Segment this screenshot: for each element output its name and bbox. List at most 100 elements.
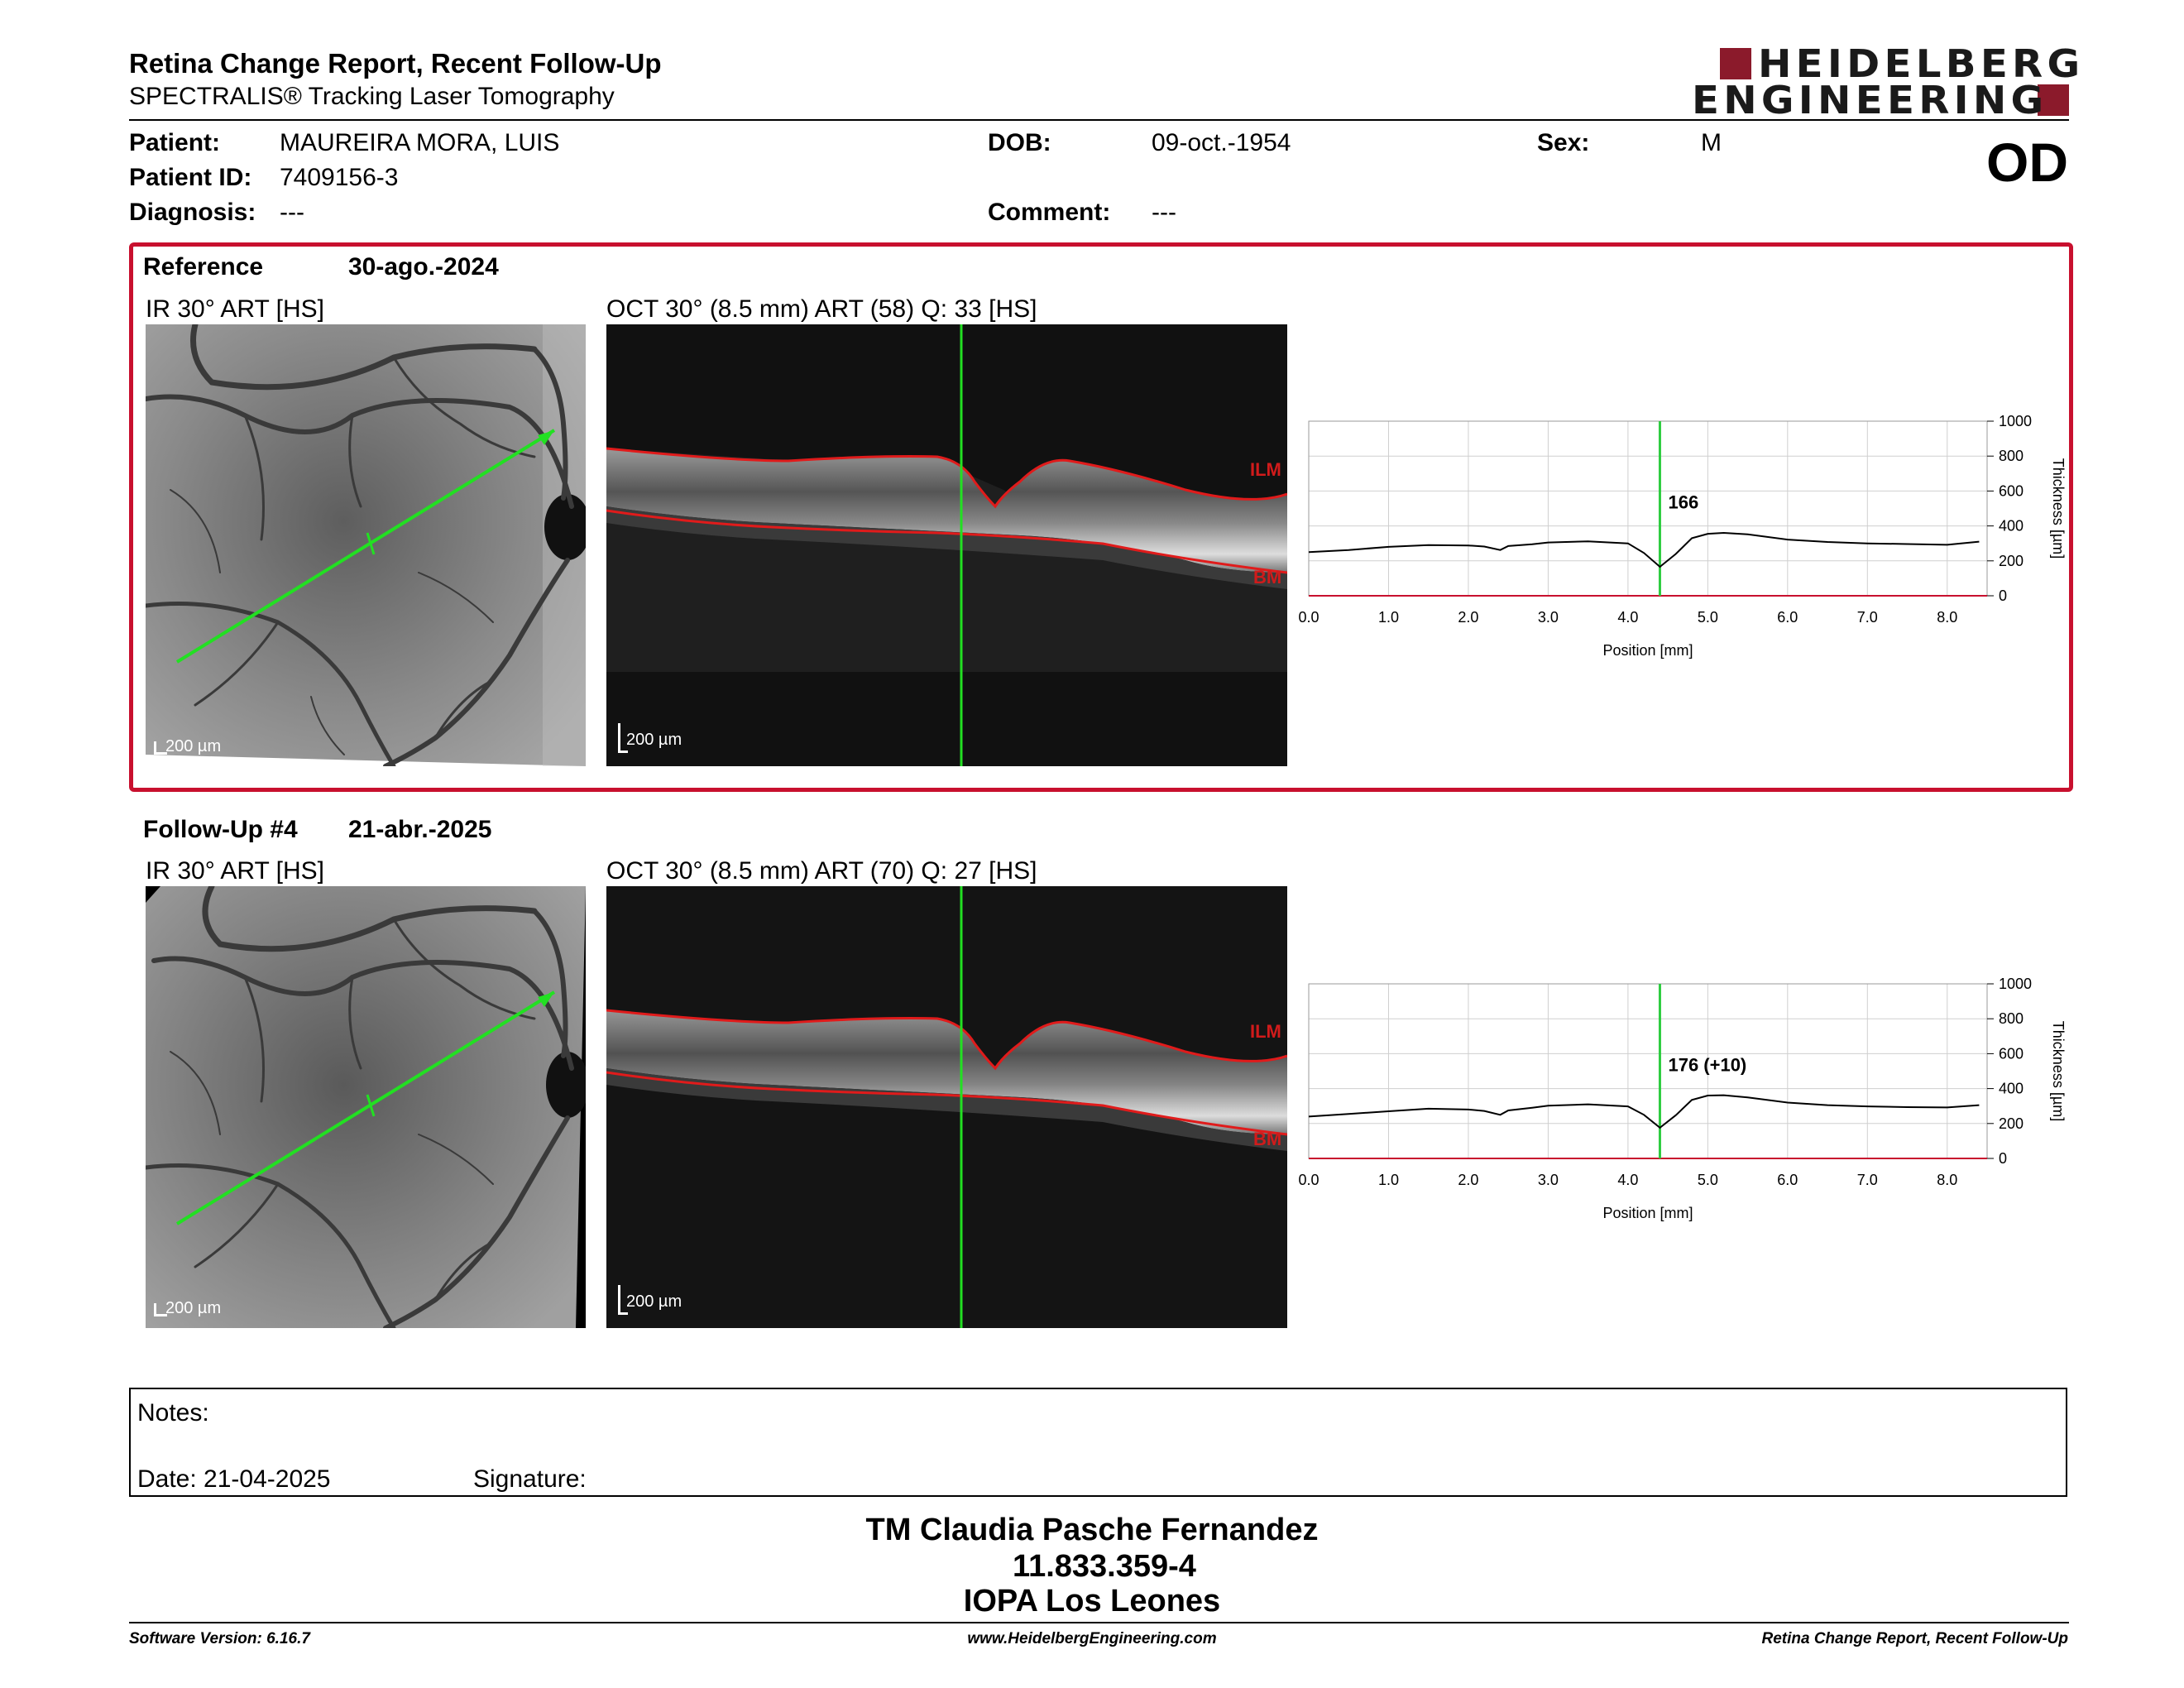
- ir-scale-label: 200 µm: [165, 737, 222, 755]
- ir-scale-bar: [154, 1303, 156, 1316]
- x-tick-label: 2.0: [1458, 609, 1478, 626]
- y-tick-label: 0: [1999, 1150, 2007, 1167]
- report-title: Retina Change Report, Recent Follow-Up: [129, 48, 662, 79]
- diagnosis-label: Diagnosis:: [129, 199, 256, 226]
- y-tick-label: 0: [1999, 587, 2007, 604]
- plot-frame: [1308, 420, 1988, 597]
- dob-value: 09-oct.-1954: [1152, 129, 1291, 156]
- footer-divider: [129, 1622, 2069, 1623]
- logo-line-2: ENGINEERING: [1692, 78, 2069, 122]
- thickness-series-line: [1308, 1094, 1980, 1129]
- report-subtitle: SPECTRALIS® Tracking Laser Tomography: [129, 83, 615, 110]
- x-tick-label: 0.0: [1299, 1172, 1320, 1188]
- x-tick-label: 5.0: [1698, 609, 1718, 626]
- dob-label: DOB:: [988, 129, 1051, 156]
- signer-place: IOPA Los Leones: [963, 1584, 1221, 1618]
- patient-label: Patient:: [129, 129, 221, 156]
- reference-thickness-chart: 0.0 1.0 2.0 3.0 4.0 5.0 6.0 7.0 8.0 0 200 400 600 800…: [1299, 413, 2067, 659]
- logo-square-icon: [1720, 48, 1752, 79]
- y-axis-label: Thickness [µm]: [2050, 1021, 2067, 1121]
- notes-label: Notes:: [137, 1399, 209, 1427]
- thickness-series-line: [1308, 531, 1980, 568]
- oct-scale-bar: [618, 723, 620, 753]
- sex-value: M: [1701, 129, 1722, 156]
- patient-id-label: Patient ID:: [129, 164, 252, 191]
- oct-scale-bar: [618, 1285, 620, 1315]
- y-tick-label: 800: [1999, 448, 2024, 464]
- logo-square-icon: [2038, 84, 2069, 116]
- y-tick-label: 800: [1999, 1010, 2024, 1027]
- x-tick-label: 6.0: [1777, 609, 1798, 626]
- marker-value-label: 176 (+10): [1668, 1055, 1746, 1076]
- software-version: Software Version: 6.16.7: [129, 1630, 310, 1647]
- reference-date: 30-ago.-2024: [348, 253, 499, 281]
- x-tick-label: 1.0: [1378, 609, 1399, 626]
- y-axis-label: Thickness [µm]: [2050, 458, 2067, 559]
- x-tick-label: 3.0: [1538, 1172, 1559, 1188]
- ir-scale-label: 200 µm: [165, 1299, 222, 1317]
- followup-oct-title: OCT 30° (8.5 mm) ART (70) Q: 27 [HS]: [606, 857, 1037, 885]
- x-tick-label: 6.0: [1777, 1172, 1798, 1188]
- reference-frame: [129, 242, 2073, 792]
- marker-value-label: 166: [1668, 492, 1698, 513]
- signer-name: TM Claudia Pasche Fernandez: [865, 1513, 1319, 1547]
- y-tick-label: 600: [1999, 1045, 2024, 1062]
- x-axis-label: Position [mm]: [1602, 1205, 1693, 1221]
- ilm-label: ILM: [1250, 1021, 1281, 1042]
- x-tick-label: 7.0: [1857, 1172, 1878, 1188]
- oct-scale-label: 200 µm: [626, 1292, 682, 1311]
- footer-report-name: Retina Change Report, Recent Follow-Up: [1761, 1630, 2068, 1647]
- ir-scale-bar: [154, 741, 156, 755]
- y-tick-label: 600: [1999, 482, 2024, 499]
- comment-label: Comment:: [988, 199, 1111, 226]
- date-label: Date: 21-04-2025: [137, 1465, 331, 1493]
- x-axis-label: Position [mm]: [1602, 642, 1693, 659]
- x-tick-label: 3.0: [1538, 609, 1559, 626]
- logo-text-1: HEIDELBERG: [1758, 41, 2085, 86]
- followup-label: Follow-Up #4: [143, 816, 298, 843]
- x-tick-label: 5.0: [1698, 1172, 1718, 1188]
- website-link[interactable]: www.HeidelbergEngineering.com: [967, 1630, 1217, 1647]
- x-tick-label: 1.0: [1378, 1172, 1399, 1188]
- header-divider: [129, 119, 2069, 121]
- notes-box[interactable]: Notes: Date: 21-04-2025 Signature:: [129, 1388, 2067, 1497]
- signature-label: Signature:: [473, 1465, 587, 1493]
- x-tick-label: 4.0: [1617, 1172, 1638, 1188]
- bm-label: BM: [1253, 567, 1281, 587]
- y-tick-label: 400: [1999, 1081, 2024, 1097]
- x-tick-label: 2.0: [1458, 1172, 1478, 1188]
- ilm-label: ILM: [1250, 459, 1281, 480]
- diagnosis-value: ---: [280, 199, 304, 226]
- x-tick-label: 8.0: [1937, 609, 1957, 626]
- followup-ir-title: IR 30° ART [HS]: [146, 857, 324, 885]
- followup-date: 21-abr.-2025: [348, 816, 492, 843]
- y-tick-label: 1000: [1999, 976, 2032, 992]
- x-tick-label: 7.0: [1857, 609, 1878, 626]
- reference-label: Reference: [143, 253, 264, 281]
- y-tick-label: 1000: [1999, 413, 2032, 429]
- plot-frame: [1308, 983, 1988, 1159]
- x-tick-label: 0.0: [1299, 609, 1320, 626]
- x-tick-label: 4.0: [1617, 609, 1638, 626]
- x-tick-label: 8.0: [1937, 1172, 1957, 1188]
- reference-ir-title: IR 30° ART [HS]: [146, 295, 324, 323]
- eye-indicator: OD: [1986, 132, 2068, 193]
- signer-id: 11.833.359-4: [1013, 1549, 1196, 1584]
- sex-label: Sex:: [1537, 129, 1590, 156]
- comment-value: ---: [1152, 199, 1176, 226]
- y-tick-label: 200: [1999, 1115, 2024, 1132]
- bm-label: BM: [1253, 1129, 1281, 1149]
- logo-text-2: ENGINEERING: [1692, 78, 2048, 122]
- followup-oct-image[interactable]: ILM BM 200 µm: [606, 886, 1287, 1328]
- followup-ir-image[interactable]: 200 µm: [146, 886, 586, 1328]
- followup-thickness-chart: 0.0 1.0 2.0 3.0 4.0 5.0 6.0 7.0 8.0 0 200 400 600 800…: [1299, 976, 2067, 1221]
- patient-id: 7409156-3: [280, 164, 399, 191]
- y-tick-label: 200: [1999, 553, 2024, 569]
- reference-oct-title: OCT 30° (8.5 mm) ART (58) Q: 33 [HS]: [606, 295, 1037, 323]
- reference-ir-image[interactable]: 200 µm: [146, 324, 586, 766]
- logo-line-1: HEIDELBERG: [1720, 45, 2081, 83]
- reference-oct-image[interactable]: ILM BM 200 µm: [606, 324, 1287, 766]
- y-tick-label: 400: [1999, 518, 2024, 535]
- patient-name: MAUREIRA MORA, LUIS: [280, 129, 560, 156]
- oct-scale-label: 200 µm: [626, 731, 682, 749]
